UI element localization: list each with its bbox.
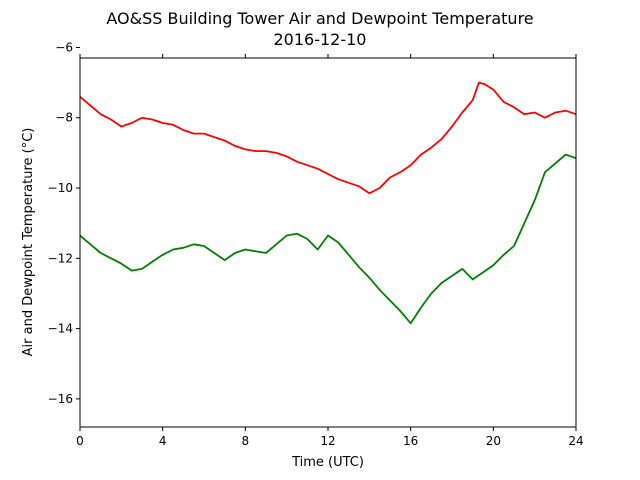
- x-tick-label: 24: [568, 434, 583, 448]
- x-tick-label: 16: [403, 434, 418, 448]
- y-tick-label: −14: [48, 322, 73, 336]
- y-tick-label: −16: [48, 392, 73, 406]
- x-tick-label: 0: [76, 434, 84, 448]
- series-group: [79, 81, 577, 325]
- x-tick-label: 8: [242, 434, 250, 448]
- y-tick-label: −6: [55, 40, 73, 54]
- x-tick-label: 12: [320, 434, 335, 448]
- y-tick-label: −12: [48, 251, 73, 265]
- chart-title: AO&SS Building Tower Air and Dewpoint Te…: [106, 9, 533, 28]
- y-axis-label: Air and Dewpoint Temperature (°C): [21, 128, 36, 357]
- series-line-2: [79, 153, 577, 325]
- axis-ticks: 0 4 8 12 16 20 24 −16 −14 −12 −10 −8 −6: [48, 40, 584, 448]
- plot-frame: [79, 57, 577, 428]
- series-line-1: [79, 81, 577, 195]
- y-tick-label: −8: [55, 111, 73, 125]
- x-axis-label: Time (UTC): [291, 455, 364, 470]
- x-tick-label: 20: [486, 434, 501, 448]
- chart-subtitle: 2016-12-10: [274, 30, 367, 49]
- x-tick-label: 4: [159, 434, 167, 448]
- y-tick-label: −10: [48, 181, 73, 195]
